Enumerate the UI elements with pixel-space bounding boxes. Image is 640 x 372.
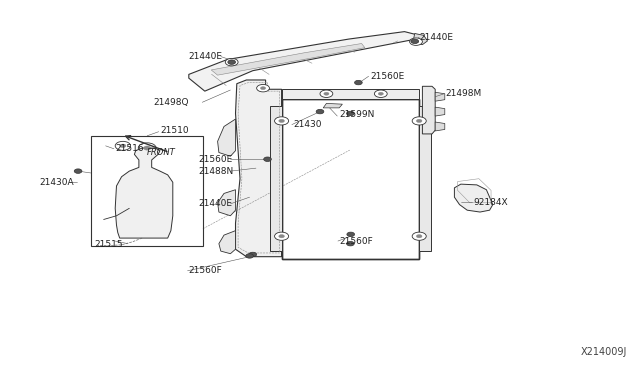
- Polygon shape: [435, 92, 445, 101]
- Polygon shape: [211, 44, 365, 75]
- Circle shape: [417, 119, 422, 122]
- Polygon shape: [282, 99, 419, 259]
- Circle shape: [225, 58, 238, 66]
- Circle shape: [347, 111, 355, 116]
- Circle shape: [275, 117, 289, 125]
- Circle shape: [143, 146, 151, 150]
- Circle shape: [347, 232, 355, 237]
- Polygon shape: [454, 184, 493, 212]
- Circle shape: [138, 143, 156, 153]
- Circle shape: [279, 235, 284, 238]
- Polygon shape: [419, 106, 431, 251]
- Circle shape: [417, 235, 422, 238]
- Circle shape: [410, 38, 422, 45]
- Polygon shape: [282, 89, 419, 99]
- Circle shape: [275, 232, 289, 240]
- Text: 21498Q: 21498Q: [154, 98, 189, 107]
- Text: 21440E: 21440E: [198, 199, 232, 208]
- Text: FRONT: FRONT: [147, 148, 176, 157]
- Text: 21560E: 21560E: [198, 155, 233, 164]
- Text: 21560F: 21560F: [189, 266, 223, 275]
- Circle shape: [249, 252, 257, 257]
- Polygon shape: [115, 148, 173, 238]
- Text: 21488N: 21488N: [198, 167, 234, 176]
- Polygon shape: [218, 119, 236, 156]
- Text: 21440E: 21440E: [419, 33, 453, 42]
- Polygon shape: [422, 86, 435, 134]
- Circle shape: [412, 117, 426, 125]
- Text: 21430A: 21430A: [40, 178, 74, 187]
- Circle shape: [347, 241, 355, 246]
- Polygon shape: [435, 122, 445, 131]
- Circle shape: [264, 157, 271, 161]
- Circle shape: [229, 61, 234, 64]
- Text: 21430: 21430: [293, 120, 322, 129]
- Polygon shape: [323, 103, 342, 108]
- Circle shape: [279, 119, 284, 122]
- Circle shape: [378, 92, 383, 95]
- Polygon shape: [413, 33, 428, 45]
- Polygon shape: [189, 32, 419, 91]
- Text: 21515: 21515: [95, 240, 124, 249]
- Circle shape: [120, 144, 126, 148]
- Polygon shape: [435, 107, 445, 116]
- Text: 21599N: 21599N: [339, 110, 374, 119]
- Text: 21560F: 21560F: [339, 237, 373, 246]
- Text: 92184X: 92184X: [474, 198, 508, 207]
- Circle shape: [257, 84, 269, 92]
- Circle shape: [374, 90, 387, 97]
- Text: 21510: 21510: [160, 126, 189, 135]
- Circle shape: [115, 141, 131, 150]
- Circle shape: [355, 80, 362, 85]
- Circle shape: [260, 87, 266, 90]
- Circle shape: [320, 90, 333, 97]
- Text: 21560E: 21560E: [370, 72, 404, 81]
- Circle shape: [246, 254, 253, 258]
- Circle shape: [324, 92, 329, 95]
- Bar: [91, 136, 203, 246]
- Circle shape: [228, 60, 236, 64]
- Text: 21440E: 21440E: [189, 52, 223, 61]
- Polygon shape: [218, 190, 236, 216]
- Circle shape: [74, 169, 82, 173]
- Polygon shape: [270, 106, 282, 251]
- Circle shape: [413, 40, 419, 43]
- Text: X214009J: X214009J: [581, 347, 627, 357]
- Polygon shape: [236, 80, 282, 257]
- Circle shape: [316, 109, 324, 114]
- Circle shape: [411, 39, 419, 44]
- Polygon shape: [219, 231, 236, 254]
- Polygon shape: [282, 99, 419, 259]
- Text: 21498M: 21498M: [445, 89, 482, 98]
- Circle shape: [412, 232, 426, 240]
- Text: 21516: 21516: [115, 144, 144, 153]
